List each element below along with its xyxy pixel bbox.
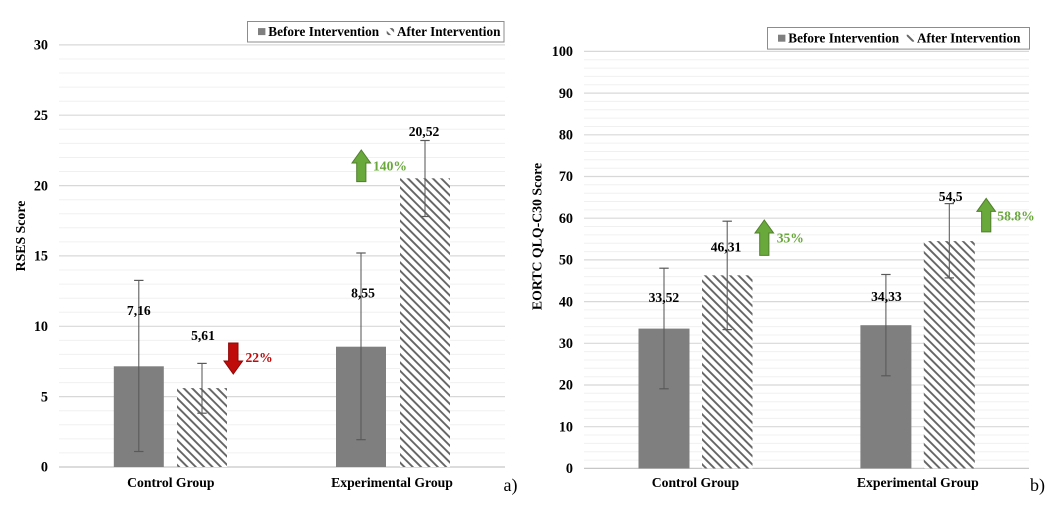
svg-text:5,61: 5,61 bbox=[191, 328, 215, 343]
svg-text:100: 100 bbox=[552, 44, 573, 60]
svg-text:Control Group: Control Group bbox=[127, 475, 215, 490]
svg-text:34,33: 34,33 bbox=[871, 289, 902, 304]
svg-text:RSES Score: RSES Score bbox=[13, 201, 28, 272]
svg-text:8,55: 8,55 bbox=[351, 285, 375, 300]
svg-text:60: 60 bbox=[559, 211, 573, 227]
svg-text:7,16: 7,16 bbox=[127, 303, 151, 318]
svg-text:20,52: 20,52 bbox=[409, 124, 440, 139]
svg-text:70: 70 bbox=[559, 169, 573, 185]
svg-text:58.8%: 58.8% bbox=[997, 208, 1034, 223]
svg-text:Experimental Group: Experimental Group bbox=[331, 475, 453, 490]
svg-text:50: 50 bbox=[559, 253, 573, 269]
svg-text:b): b) bbox=[1030, 475, 1045, 496]
svg-text:10: 10 bbox=[34, 319, 48, 335]
svg-text:After Intervention: After Intervention bbox=[397, 24, 501, 39]
svg-text:Experimental Group: Experimental Group bbox=[857, 475, 979, 490]
svg-text:Before Intervention: Before Intervention bbox=[268, 24, 379, 39]
svg-text:10: 10 bbox=[559, 419, 573, 435]
svg-text:20: 20 bbox=[559, 378, 573, 394]
svg-text:46,31: 46,31 bbox=[711, 239, 742, 254]
svg-text:Before Intervention: Before Intervention bbox=[788, 31, 899, 46]
svg-text:140%: 140% bbox=[373, 159, 407, 174]
svg-text:5: 5 bbox=[41, 389, 48, 405]
svg-text:0: 0 bbox=[566, 461, 573, 477]
svg-text:30: 30 bbox=[559, 336, 573, 352]
svg-text:33,52: 33,52 bbox=[649, 290, 680, 305]
svg-text:15: 15 bbox=[34, 249, 48, 265]
svg-text:a): a) bbox=[504, 475, 518, 496]
svg-text:Control Group: Control Group bbox=[652, 475, 740, 490]
svg-text:40: 40 bbox=[559, 294, 573, 310]
svg-text:35%: 35% bbox=[777, 231, 804, 246]
svg-text:25: 25 bbox=[34, 108, 48, 124]
svg-text:54,5: 54,5 bbox=[939, 189, 963, 204]
svg-text:0: 0 bbox=[41, 460, 48, 476]
svg-text:22%: 22% bbox=[246, 350, 273, 365]
svg-text:EORTC QLQ-C30 Score: EORTC QLQ-C30 Score bbox=[530, 163, 545, 310]
svg-text:After Intervention: After Intervention bbox=[917, 31, 1021, 46]
svg-text:30: 30 bbox=[34, 38, 48, 54]
svg-text:90: 90 bbox=[559, 86, 573, 102]
svg-text:20: 20 bbox=[34, 178, 48, 194]
svg-text:80: 80 bbox=[559, 128, 573, 144]
